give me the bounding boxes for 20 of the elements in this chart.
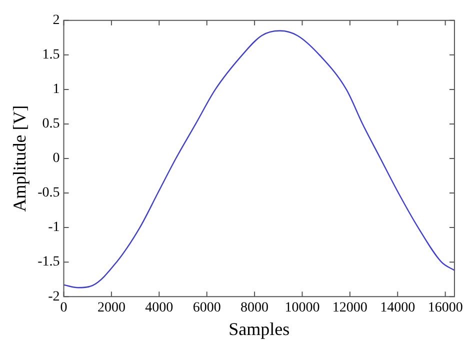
x-tick-label: 16000 <box>428 300 463 316</box>
x-tick-label: 10000 <box>284 300 320 316</box>
line-series <box>64 30 454 288</box>
y-tick-label: 0.5 <box>42 116 60 132</box>
y-tick-label: 1 <box>52 82 60 98</box>
x-tick-label: 4000 <box>145 300 174 316</box>
y-tick-label: 2 <box>52 13 60 28</box>
y-tick-label: -2 <box>48 289 60 304</box>
y-tick-label: -1.5 <box>38 254 60 270</box>
y-tick-label: 0 <box>52 151 60 166</box>
x-tick-label: 2000 <box>97 300 126 316</box>
y-tick-label: -1 <box>48 220 60 236</box>
y-tick-label: 1.5 <box>42 48 60 63</box>
x-tick-label: 12000 <box>332 300 368 316</box>
y-axis-title: Amplitude [V] <box>10 105 30 212</box>
y-tick-label: -0.5 <box>38 186 60 201</box>
x-tick-label: 14000 <box>380 300 416 316</box>
x-tick-label: 8000 <box>240 300 269 316</box>
x-tick-label: 6000 <box>192 300 221 316</box>
x-axis-title: Samples <box>228 318 290 339</box>
